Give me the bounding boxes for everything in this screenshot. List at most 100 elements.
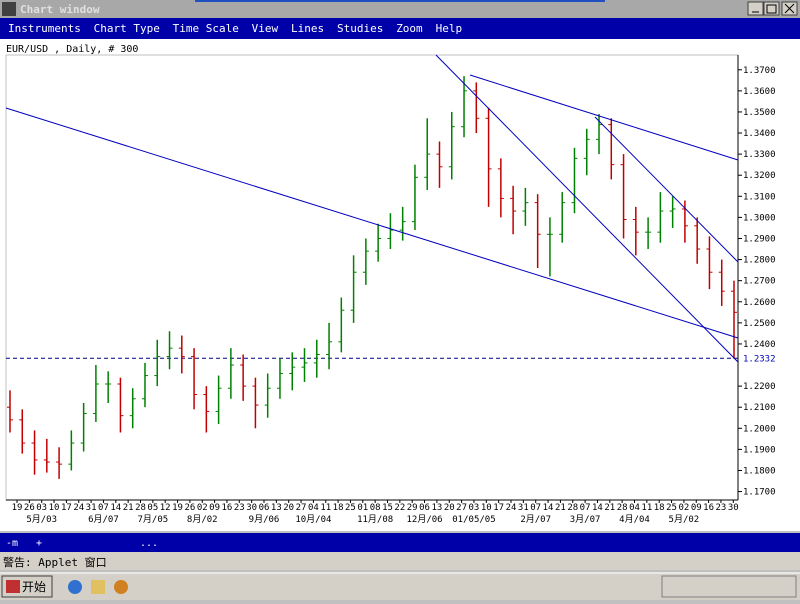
x-tick-label: 15 xyxy=(382,503,393,513)
x-month-label: 4月/04 xyxy=(619,514,650,525)
x-tick-label: 27 xyxy=(296,503,307,513)
x-tick-label: 26 xyxy=(184,503,195,513)
system-tray xyxy=(661,575,797,598)
x-tick-label: 25 xyxy=(666,503,677,513)
x-tick-label: 07 xyxy=(530,503,541,513)
tool-button[interactable]: + xyxy=(36,538,42,549)
x-tick-label: 17 xyxy=(493,503,504,513)
x-tick-label: 07 xyxy=(98,503,109,513)
button-glyphs xyxy=(752,3,795,14)
y-tick-label: 1.2400 xyxy=(743,340,776,350)
x-tick-label: 12 xyxy=(160,503,171,513)
x-tick-label: 19 xyxy=(12,503,23,513)
y-tick-label: 1.1700 xyxy=(743,488,776,498)
x-tick-label: 06 xyxy=(419,503,430,513)
x-tick-label: 02 xyxy=(678,503,689,513)
x-tick-label: 20 xyxy=(283,503,294,513)
x-tick-label: 02 xyxy=(197,503,208,513)
x-tick-label: 07 xyxy=(580,503,591,513)
x-tick-label: 27 xyxy=(456,503,467,513)
x-tick-label: 30 xyxy=(246,503,257,513)
x-tick-label: 29 xyxy=(407,503,418,513)
x-tick-label: 04 xyxy=(629,503,640,513)
y-tick-label: 1.3600 xyxy=(743,87,776,97)
x-tick-label: 21 xyxy=(555,503,566,513)
y-tick-label: 1.2200 xyxy=(743,382,776,392)
menu-item[interactable]: Lines xyxy=(291,22,324,35)
x-tick-label: 25 xyxy=(345,503,356,513)
x-tick-label: 21 xyxy=(604,503,615,513)
x-tick-label: 18 xyxy=(333,503,344,513)
x-tick-label: 14 xyxy=(543,503,554,513)
x-tick-label: 04 xyxy=(308,503,319,513)
taskbar xyxy=(0,572,800,600)
x-month-label: 3月/07 xyxy=(570,514,601,525)
menu-item[interactable]: Studies xyxy=(337,22,383,35)
window-title: Chart window xyxy=(20,3,100,16)
menu-item[interactable]: View xyxy=(252,22,279,35)
status-text: 警告: Applet 窗口 xyxy=(3,555,107,569)
x-month-label: 5月/03 xyxy=(26,514,57,525)
menu-item[interactable]: Time Scale xyxy=(173,22,239,35)
x-tick-label: 23 xyxy=(234,503,245,513)
y-tick-label: 1.1800 xyxy=(743,466,776,476)
chart-panel xyxy=(0,39,800,531)
x-month-label: 01/05/05 xyxy=(452,515,495,525)
x-tick-label: 14 xyxy=(110,503,121,513)
app-icon xyxy=(2,2,16,16)
menu-item[interactable]: Help xyxy=(436,22,463,35)
reference-label: 1.2332 xyxy=(743,354,776,364)
x-tick-label: 11 xyxy=(320,503,331,513)
tool-button[interactable]: -m xyxy=(6,538,18,549)
x-tick-label: 13 xyxy=(431,503,442,513)
x-tick-label: 17 xyxy=(61,503,72,513)
x-tick-label: 28 xyxy=(135,503,146,513)
x-tick-label: 05 xyxy=(147,503,158,513)
x-tick-label: 03 xyxy=(469,503,480,513)
x-tick-label: 18 xyxy=(654,503,665,513)
x-tick-label: 26 xyxy=(24,503,35,513)
x-tick-label: 21 xyxy=(123,503,134,513)
y-tick-label: 1.2700 xyxy=(743,277,776,287)
x-month-label: 2月/07 xyxy=(520,514,551,525)
x-tick-label: 20 xyxy=(444,503,455,513)
x-month-label: 12月/06 xyxy=(407,514,443,525)
y-tick-label: 1.2600 xyxy=(743,298,776,308)
x-month-label: 11月/08 xyxy=(357,514,393,525)
x-tick-label: 09 xyxy=(691,503,702,513)
title-accent xyxy=(195,0,605,2)
y-tick-label: 1.2900 xyxy=(743,234,776,244)
trend-line xyxy=(5,107,739,339)
tool-button[interactable]: ... xyxy=(140,538,158,549)
x-tick-label: 19 xyxy=(172,503,183,513)
menu: Instruments Chart Type Time Scale View Lines… xyxy=(8,22,462,35)
menu-item[interactable]: Instruments xyxy=(8,22,81,35)
window-buttons xyxy=(747,1,798,16)
quick-launch-icon[interactable] xyxy=(91,580,105,594)
x-tick-label: 08 xyxy=(370,503,381,513)
x-tick-label: 28 xyxy=(617,503,628,513)
trend-lines xyxy=(5,54,739,363)
x-tick-label: 10 xyxy=(481,503,492,513)
x-tick-label: 11 xyxy=(641,503,652,513)
x-tick-label: 31 xyxy=(518,503,529,513)
x-tick-label: 16 xyxy=(222,503,233,513)
x-tick-label: 28 xyxy=(567,503,578,513)
menu-item[interactable]: Zoom xyxy=(396,22,423,35)
y-tick-label: 1.3000 xyxy=(743,213,776,223)
y-tick-label: 1.2800 xyxy=(743,256,776,266)
x-month-label: 10月/04 xyxy=(295,514,331,525)
y-tick-label: 1.3200 xyxy=(743,171,776,181)
quick-launch-icon[interactable] xyxy=(68,580,82,594)
menu-item[interactable]: Chart Type xyxy=(94,22,160,35)
minimize-button[interactable] xyxy=(747,1,764,16)
quick-launch-icon[interactable] xyxy=(114,580,128,594)
x-tick-label: 13 xyxy=(271,503,282,513)
y-tick-label: 1.3100 xyxy=(743,192,776,202)
y-tick-label: 1.3700 xyxy=(743,66,776,76)
menu-bar xyxy=(0,18,800,39)
x-month-label: 6月/07 xyxy=(88,514,119,525)
x-tick-label: 22 xyxy=(394,503,405,513)
x-tick-label: 31 xyxy=(86,503,97,513)
